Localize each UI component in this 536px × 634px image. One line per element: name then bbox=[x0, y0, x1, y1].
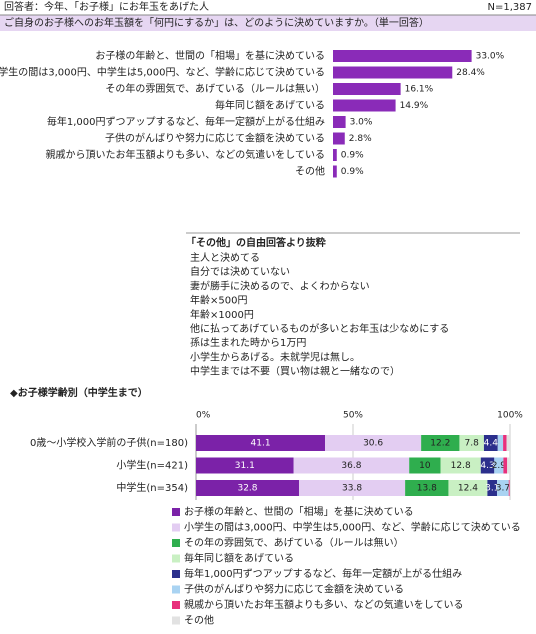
segment-label: 41.1 bbox=[251, 439, 271, 449]
legend-label: その年の雰囲気で、あげている（ルールは無い） bbox=[184, 536, 404, 549]
value-label: 0.9% bbox=[341, 151, 364, 161]
segment-label: 36.8 bbox=[341, 461, 361, 471]
bar bbox=[333, 50, 472, 62]
category-label: 小学生(n=421) bbox=[116, 459, 188, 472]
segment-label: 30.6 bbox=[363, 439, 383, 449]
x-tick-label: 0% bbox=[196, 411, 211, 421]
segment-label: 10 bbox=[419, 461, 431, 471]
category-label: 小学生の間は3,000円、中学生は5,000円、など、学齢に応じて決めている bbox=[0, 66, 325, 79]
bar bbox=[333, 100, 396, 112]
free-answer: 年齢×500円 bbox=[190, 294, 247, 307]
bar bbox=[333, 116, 346, 128]
segment bbox=[498, 435, 503, 451]
free-answer: 孫は生まれた時から1万円 bbox=[190, 336, 306, 349]
bar bbox=[333, 83, 401, 95]
category-label: お子様の年齢と、世間の「相場」を基に決めている bbox=[95, 49, 325, 62]
segment-label: 12.4 bbox=[458, 484, 478, 494]
value-label: 0.9% bbox=[341, 167, 364, 177]
free-answer: 主人と決めてる bbox=[190, 252, 260, 264]
bar bbox=[333, 67, 452, 79]
value-label: 14.9% bbox=[400, 101, 429, 111]
legend-label: 親戚から頂いたお年玉額よりも多い、などの気遣いをしている bbox=[184, 598, 464, 611]
category-label: 中学生(n=354) bbox=[116, 481, 188, 494]
legend-swatch bbox=[172, 601, 180, 609]
bar bbox=[333, 133, 345, 145]
segment-label: 12.8 bbox=[451, 461, 471, 471]
legend-label: その他 bbox=[184, 614, 214, 627]
bar bbox=[333, 149, 337, 161]
legend-label: 毎年1,000円ずつアップするなど、毎年一定額が上がる仕組み bbox=[184, 567, 462, 580]
legend-swatch bbox=[172, 508, 180, 516]
segment bbox=[503, 458, 507, 474]
category-label: 0歳～小学校入学前の子供(n=180) bbox=[30, 436, 188, 449]
segment-label: 12.2 bbox=[430, 439, 450, 449]
legend-label: 子供のがんばりや努力に応じて金額を決めている bbox=[184, 583, 404, 596]
legend-swatch bbox=[172, 539, 180, 547]
respondents: 回答者：今年、「お子様」にお年玉をあげた人 bbox=[4, 0, 209, 13]
x-tick-label: 50% bbox=[343, 411, 363, 421]
category-label: 毎年同じ額をあげている bbox=[215, 99, 325, 112]
value-label: 28.4% bbox=[456, 68, 485, 78]
free-answer: 妻が勝手に決めるので、よくわからない bbox=[190, 279, 370, 292]
segment-label: 13.8 bbox=[417, 484, 437, 494]
legend-swatch bbox=[172, 570, 180, 578]
legend-swatch bbox=[172, 555, 180, 563]
segment-label: 7.8 bbox=[465, 439, 480, 449]
section-title: ◆お子様学齢別（中学生まで） bbox=[10, 386, 148, 399]
category-label: 子供のがんばりや努力に応じて金額を決めている bbox=[105, 132, 325, 145]
legend-swatch bbox=[172, 524, 180, 532]
legend-label: 小学生の間は3,000円、中学生は5,000円、など、学齢に応じて決めている bbox=[184, 521, 521, 534]
segment-label: 4.4 bbox=[484, 439, 499, 449]
category-label: その年の雰囲気で、あげている（ルールは無い） bbox=[105, 82, 325, 95]
bar bbox=[333, 166, 337, 178]
legend-label: お子様の年齢と、世間の「相場」を基に決めている bbox=[184, 505, 414, 518]
segment bbox=[507, 458, 510, 474]
segment-label: 31.1 bbox=[235, 461, 255, 471]
x-tick-label: 100% bbox=[497, 411, 523, 421]
category-label: 親戚から頂いたお年玉額よりも多い、などの気遣いをしている bbox=[46, 148, 326, 161]
value-label: 33.0% bbox=[476, 52, 505, 62]
free-answer: 自分では決めていない bbox=[190, 265, 290, 278]
value-label: 16.1% bbox=[405, 85, 434, 95]
question: ご自身のお子様へのお年玉額を「何円にするか」は、どのように決めていますか。（単一… bbox=[4, 16, 429, 29]
segment bbox=[509, 480, 510, 496]
value-label: 2.8% bbox=[349, 134, 372, 144]
free-answer: 他に払ってあげているものが多いとお年玉は少なめにする bbox=[190, 322, 449, 335]
legend-label: 毎年同じ額をあげている bbox=[184, 552, 294, 565]
legend-swatch bbox=[172, 617, 180, 625]
free-answer: 小学生からあげる。未就学児は無し。 bbox=[190, 350, 360, 363]
free-answer: 中学生までは不要（買い物は親と一緒なので） bbox=[190, 365, 400, 378]
category-label: 毎年1,000円ずつアップするなど、毎年一定額が上がる仕組み bbox=[47, 115, 325, 128]
value-label: 3.0% bbox=[350, 118, 373, 128]
legend-swatch bbox=[172, 586, 180, 594]
free-answers-title: 「その他」の自由回答より抜粋 bbox=[186, 236, 326, 249]
segment bbox=[507, 435, 510, 451]
free-answer: 年齢×1000円 bbox=[190, 308, 254, 321]
segment-label: 32.8 bbox=[237, 484, 257, 494]
segment bbox=[503, 435, 506, 451]
segment-label: 33.8 bbox=[342, 484, 362, 494]
sample-size: N=1,387 bbox=[488, 2, 533, 13]
segment-label: 3.7 bbox=[496, 484, 510, 494]
category-label: その他 bbox=[295, 165, 325, 178]
